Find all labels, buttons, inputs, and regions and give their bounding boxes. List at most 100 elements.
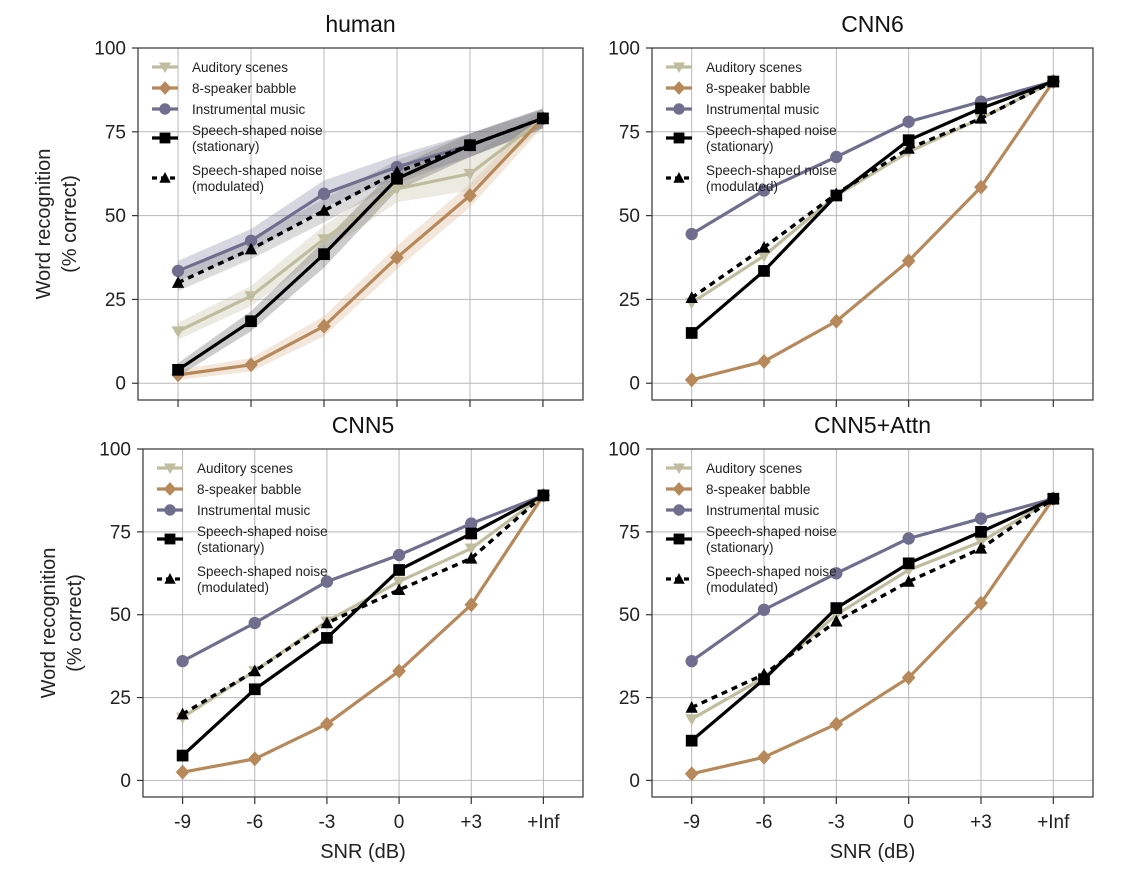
x-tick-label: +Inf [527, 812, 560, 833]
x-axis-label: SNR (dB) [830, 841, 916, 863]
legend-marker [163, 482, 177, 496]
data-point [685, 701, 698, 713]
legend-label: 8-speaker babble [192, 81, 296, 96]
data-point [317, 318, 331, 334]
legend: Auditory scenes 8-speaker babble Instrumen… [157, 461, 328, 595]
series-line [177, 116, 544, 285]
legend-label: Auditory scenes [197, 461, 293, 476]
data-point [172, 363, 184, 376]
legend-label: 8-speaker babble [706, 482, 810, 497]
legend-marker [159, 103, 171, 115]
data-point [757, 667, 771, 680]
y-axis-label: Word recognition [33, 149, 55, 300]
data-point [902, 532, 915, 545]
data-point [171, 276, 185, 288]
legend-label: Speech-shaped noise (stationary) [706, 123, 837, 154]
data-point [392, 548, 406, 562]
y-tick-label: 25 [619, 688, 640, 709]
y-tick-label: 0 [629, 374, 640, 395]
legend-marker [673, 103, 685, 115]
legend-label: 8-speaker babble [197, 482, 301, 497]
legend-label: Speech-shaped noise (modulated) [706, 564, 837, 595]
data-point [171, 326, 185, 338]
series-line [177, 117, 545, 377]
legend-marker [159, 62, 171, 73]
series-line [690, 497, 1054, 742]
data-point [391, 172, 403, 185]
panel-title: CNN6 [841, 11, 904, 37]
data-point [830, 614, 843, 627]
y-tick-label: 75 [619, 122, 640, 143]
data-point [390, 165, 404, 178]
data-point [463, 168, 477, 181]
data-point [244, 242, 258, 255]
legend-label: Instrumental music [197, 503, 311, 518]
y-tick-label: 75 [105, 122, 126, 143]
data-point [974, 111, 988, 124]
legend-label: Instrumental music [706, 503, 820, 518]
data-point [244, 357, 258, 373]
data-point [684, 766, 699, 782]
data-point [465, 517, 478, 530]
data-point [757, 250, 771, 263]
y-tick-label: 100 [608, 39, 640, 60]
series-line [690, 497, 1054, 663]
error-band [178, 108, 543, 377]
data-point [901, 253, 916, 269]
y-tick-label: 50 [619, 605, 640, 626]
x-tick-label: +Inf [1037, 812, 1070, 833]
legend-marker [164, 573, 176, 584]
legend-marker [672, 482, 686, 496]
panel-title: CNN5+Attn [814, 412, 931, 438]
y-axis-label-units: (% correct) [64, 574, 86, 672]
data-point [247, 751, 262, 767]
data-point [248, 664, 261, 677]
data-point [320, 716, 334, 732]
plot-frame [137, 47, 584, 401]
y-tick-label: 25 [110, 688, 131, 709]
legend-marker [672, 81, 686, 95]
data-point [318, 248, 330, 261]
data-point [757, 603, 771, 616]
data-point [320, 616, 334, 629]
x-tick-label: -9 [683, 812, 700, 833]
data-point [902, 557, 915, 570]
data-point [902, 575, 915, 587]
legend-marker [164, 504, 176, 516]
data-point [829, 313, 844, 329]
series-line [181, 494, 545, 716]
legend-label: Auditory scenes [706, 461, 802, 476]
legend: Auditory scenes 8-speaker babble Instrumen… [666, 461, 837, 595]
y-tick-label: 0 [629, 771, 640, 792]
data-point [463, 188, 477, 203]
y-tick-label: 25 [619, 290, 640, 311]
data-point [317, 204, 331, 216]
series-line [177, 117, 544, 333]
legend-label: Instrumental music [192, 102, 306, 117]
legend-marker [164, 533, 176, 545]
data-point [175, 764, 190, 780]
y-tick-label: 100 [608, 440, 640, 461]
plot-frame [651, 448, 1094, 798]
data-point [758, 265, 770, 277]
y-tick-label: 75 [619, 522, 640, 543]
x-tick-label: -3 [828, 812, 845, 833]
data-point [176, 749, 189, 762]
x-tick-label: -9 [174, 812, 191, 833]
data-point [176, 654, 189, 668]
data-point [829, 716, 844, 732]
series-line [690, 80, 1055, 300]
data-point [244, 234, 258, 247]
data-point [465, 527, 478, 540]
data-point [685, 327, 698, 339]
data-point [685, 227, 698, 241]
chart-panel-3: 0 25 50 75 100 -9 -6 -3 0 +3 +Inf CNN5+Attn SNR (dB)… [608, 412, 1094, 863]
data-point [392, 663, 406, 679]
data-point [975, 102, 987, 115]
legend-marker [673, 533, 685, 545]
plot-frame [142, 448, 584, 798]
series-line [691, 497, 1055, 776]
x-tick-label: -6 [756, 812, 773, 833]
series-line [181, 493, 544, 663]
